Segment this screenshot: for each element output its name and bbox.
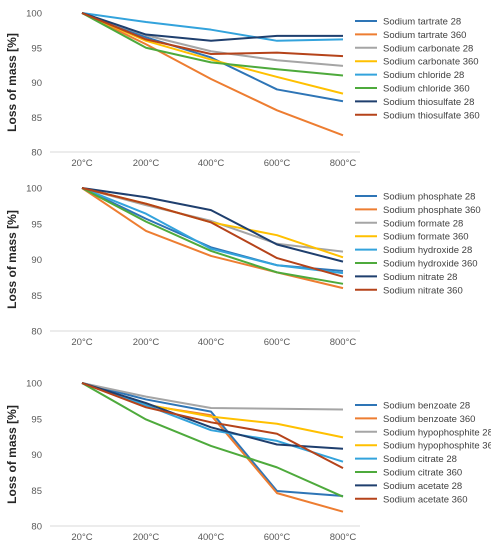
- legend-label: Sodium formate 28: [383, 218, 463, 229]
- legend-label: Sodium benzoate 360: [383, 414, 475, 425]
- y-tick-label: 80: [31, 522, 42, 533]
- chart-3: 80 85 90 95 100 20°C 200°C 400°C 600°C 800°C Loss …: [5, 379, 491, 544]
- y-tick-label: 80: [31, 327, 42, 338]
- legend-label: Sodium chloride 28: [383, 70, 464, 81]
- series-line: [81, 12, 343, 42]
- series-line: [81, 187, 344, 263]
- x-tick-label: 600°C: [264, 337, 291, 348]
- x-tick-label: 800°C: [330, 337, 357, 348]
- x-tick-label: 20°C: [71, 337, 92, 348]
- legend-label: Sodium hydroxide 360: [383, 259, 478, 270]
- legend-label: Sodium nitrate 28: [383, 272, 457, 283]
- x-tick-label: 600°C: [264, 158, 291, 169]
- series-line: [81, 382, 344, 411]
- series-line: [81, 382, 344, 463]
- y-axis-title: Loss of mass [%]: [5, 210, 19, 309]
- chart-2: 80 85 90 95 100 20°C 200°C 400°C 600°C 800°C Loss …: [5, 184, 481, 349]
- y-tick-label: 85: [31, 291, 42, 302]
- y-tick-label: 100: [26, 9, 42, 20]
- series-line: [81, 12, 344, 103]
- legend-label: Sodium hydroxide 28: [383, 245, 472, 256]
- y-tick-label: 85: [31, 113, 42, 124]
- x-tick-label: 600°C: [264, 532, 291, 543]
- y-tick-label: 95: [31, 43, 42, 54]
- series-line: [81, 187, 344, 285]
- y-axis-title: Loss of mass [%]: [5, 405, 19, 504]
- legend-label: Sodium nitrate 360: [383, 285, 463, 296]
- legend-label: Sodium phosphate 28: [383, 192, 475, 203]
- y-tick-label: 85: [31, 486, 42, 497]
- series-line: [81, 12, 344, 77]
- y-axis-title: Loss of mass [%]: [5, 33, 19, 132]
- series-line: [81, 12, 344, 58]
- series-line: [81, 382, 344, 497]
- y-tick-label: 80: [31, 148, 42, 159]
- legend-label: Sodium chloride 360: [383, 84, 470, 95]
- legend-label: Sodium tartrate 360: [383, 30, 466, 41]
- chart-1: 80 85 90 95 100 20°C 200°C 400°C 600°C 800°C Loss …: [5, 9, 480, 170]
- y-tick-label: 90: [31, 255, 42, 266]
- x-tick-label: 400°C: [198, 158, 225, 169]
- legend-label: Sodium citrate 360: [383, 468, 462, 479]
- legend-label: Sodium thiosulfate 28: [383, 97, 474, 108]
- series-line: [81, 187, 344, 275]
- x-tick-label: 800°C: [330, 158, 357, 169]
- series-line: [81, 12, 344, 42]
- series-line: [81, 187, 344, 278]
- legend-label: Sodium benzoate 28: [383, 401, 470, 412]
- y-tick-label: 100: [26, 379, 42, 390]
- legend-label: Sodium phosphate 360: [383, 205, 481, 216]
- x-tick-label: 400°C: [198, 337, 225, 348]
- legend-label: Sodium carbonate 28: [383, 43, 473, 54]
- x-tick-label: 20°C: [71, 158, 92, 169]
- x-tick-label: 200°C: [133, 337, 160, 348]
- series-line: [81, 382, 344, 469]
- y-tick-label: 90: [31, 78, 42, 89]
- y-tick-label: 95: [31, 414, 42, 425]
- x-tick-label: 400°C: [198, 532, 225, 543]
- y-tick-label: 95: [31, 219, 42, 230]
- series-line: [81, 187, 344, 272]
- legend-label: Sodium formate 360: [383, 232, 469, 243]
- legend-label: Sodium citrate 28: [383, 454, 457, 465]
- legend-label: Sodium tartrate 28: [383, 17, 461, 28]
- legend-label: Sodium carbonate 360: [383, 57, 479, 68]
- series-line: [81, 382, 344, 498]
- legend-label: Sodium thiosulfate 360: [383, 110, 480, 121]
- x-tick-label: 200°C: [133, 532, 160, 543]
- x-tick-label: 200°C: [133, 158, 160, 169]
- y-tick-label: 90: [31, 450, 42, 461]
- legend-label: Sodium hypophosphite 360: [383, 441, 491, 452]
- x-tick-label: 20°C: [71, 532, 92, 543]
- series-line: [81, 187, 344, 290]
- series-line: [81, 12, 344, 137]
- legend-label: Sodium acetate 360: [383, 494, 468, 505]
- legend-label: Sodium hypophosphite 28: [383, 427, 491, 438]
- legend-label: Sodium acetate 28: [383, 481, 462, 492]
- y-tick-label: 100: [26, 184, 42, 195]
- x-tick-label: 800°C: [330, 532, 357, 543]
